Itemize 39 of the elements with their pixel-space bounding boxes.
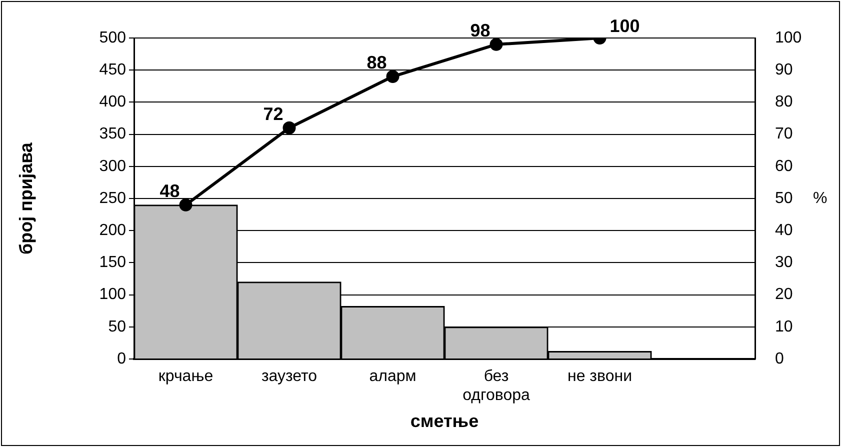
data-label: 98 xyxy=(470,20,490,40)
y-tick-label: 200 xyxy=(99,222,126,240)
y2-tick-label: 50 xyxy=(775,190,793,207)
point xyxy=(179,198,192,212)
y-tick-label: 250 xyxy=(99,190,126,207)
y-tick-label: 150 xyxy=(99,254,126,272)
y2-tick-label: 90 xyxy=(775,62,793,79)
x-axis-title: сметње xyxy=(410,411,479,432)
y2-tick-label: 10 xyxy=(775,318,793,336)
y2-tick-label: 100 xyxy=(775,29,802,46)
y-tick-label: 50 xyxy=(108,318,126,336)
y-tick-label: 300 xyxy=(99,158,126,175)
data-label: 100 xyxy=(610,16,640,36)
y2-tick-label: 40 xyxy=(775,222,793,240)
y2-tick-label: 0 xyxy=(775,350,784,368)
y-tick-label: 100 xyxy=(99,286,126,304)
data-label: 48 xyxy=(160,180,180,201)
data-label: 88 xyxy=(366,52,387,72)
y2-tick-label: 60 xyxy=(775,158,793,175)
y-tick-label: 350 xyxy=(99,126,126,143)
y2-tick-label: 20 xyxy=(775,286,793,304)
x-tick-label: заузето xyxy=(261,368,318,386)
x-tick-label: не звони xyxy=(567,368,632,386)
point xyxy=(386,70,400,84)
y2-tick-label: 70 xyxy=(775,126,793,143)
point xyxy=(282,121,296,134)
y2-tick-label: 80 xyxy=(775,94,793,111)
point xyxy=(490,38,503,51)
y2-tick-label: 30 xyxy=(775,254,793,272)
x-tick-label: аларм xyxy=(369,368,416,386)
y2-axis-title: % xyxy=(813,190,828,207)
x-tick-label: крчање xyxy=(158,368,214,386)
y-tick-label: 450 xyxy=(99,62,126,79)
y-tick-label: 0 xyxy=(117,350,126,368)
x-tick-label: без одговора xyxy=(462,368,530,404)
y-axis-title: број пријава xyxy=(16,142,36,254)
data-label: 72 xyxy=(263,104,284,124)
y-tick-label: 500 xyxy=(99,29,126,46)
y-tick-label: 400 xyxy=(99,94,126,111)
